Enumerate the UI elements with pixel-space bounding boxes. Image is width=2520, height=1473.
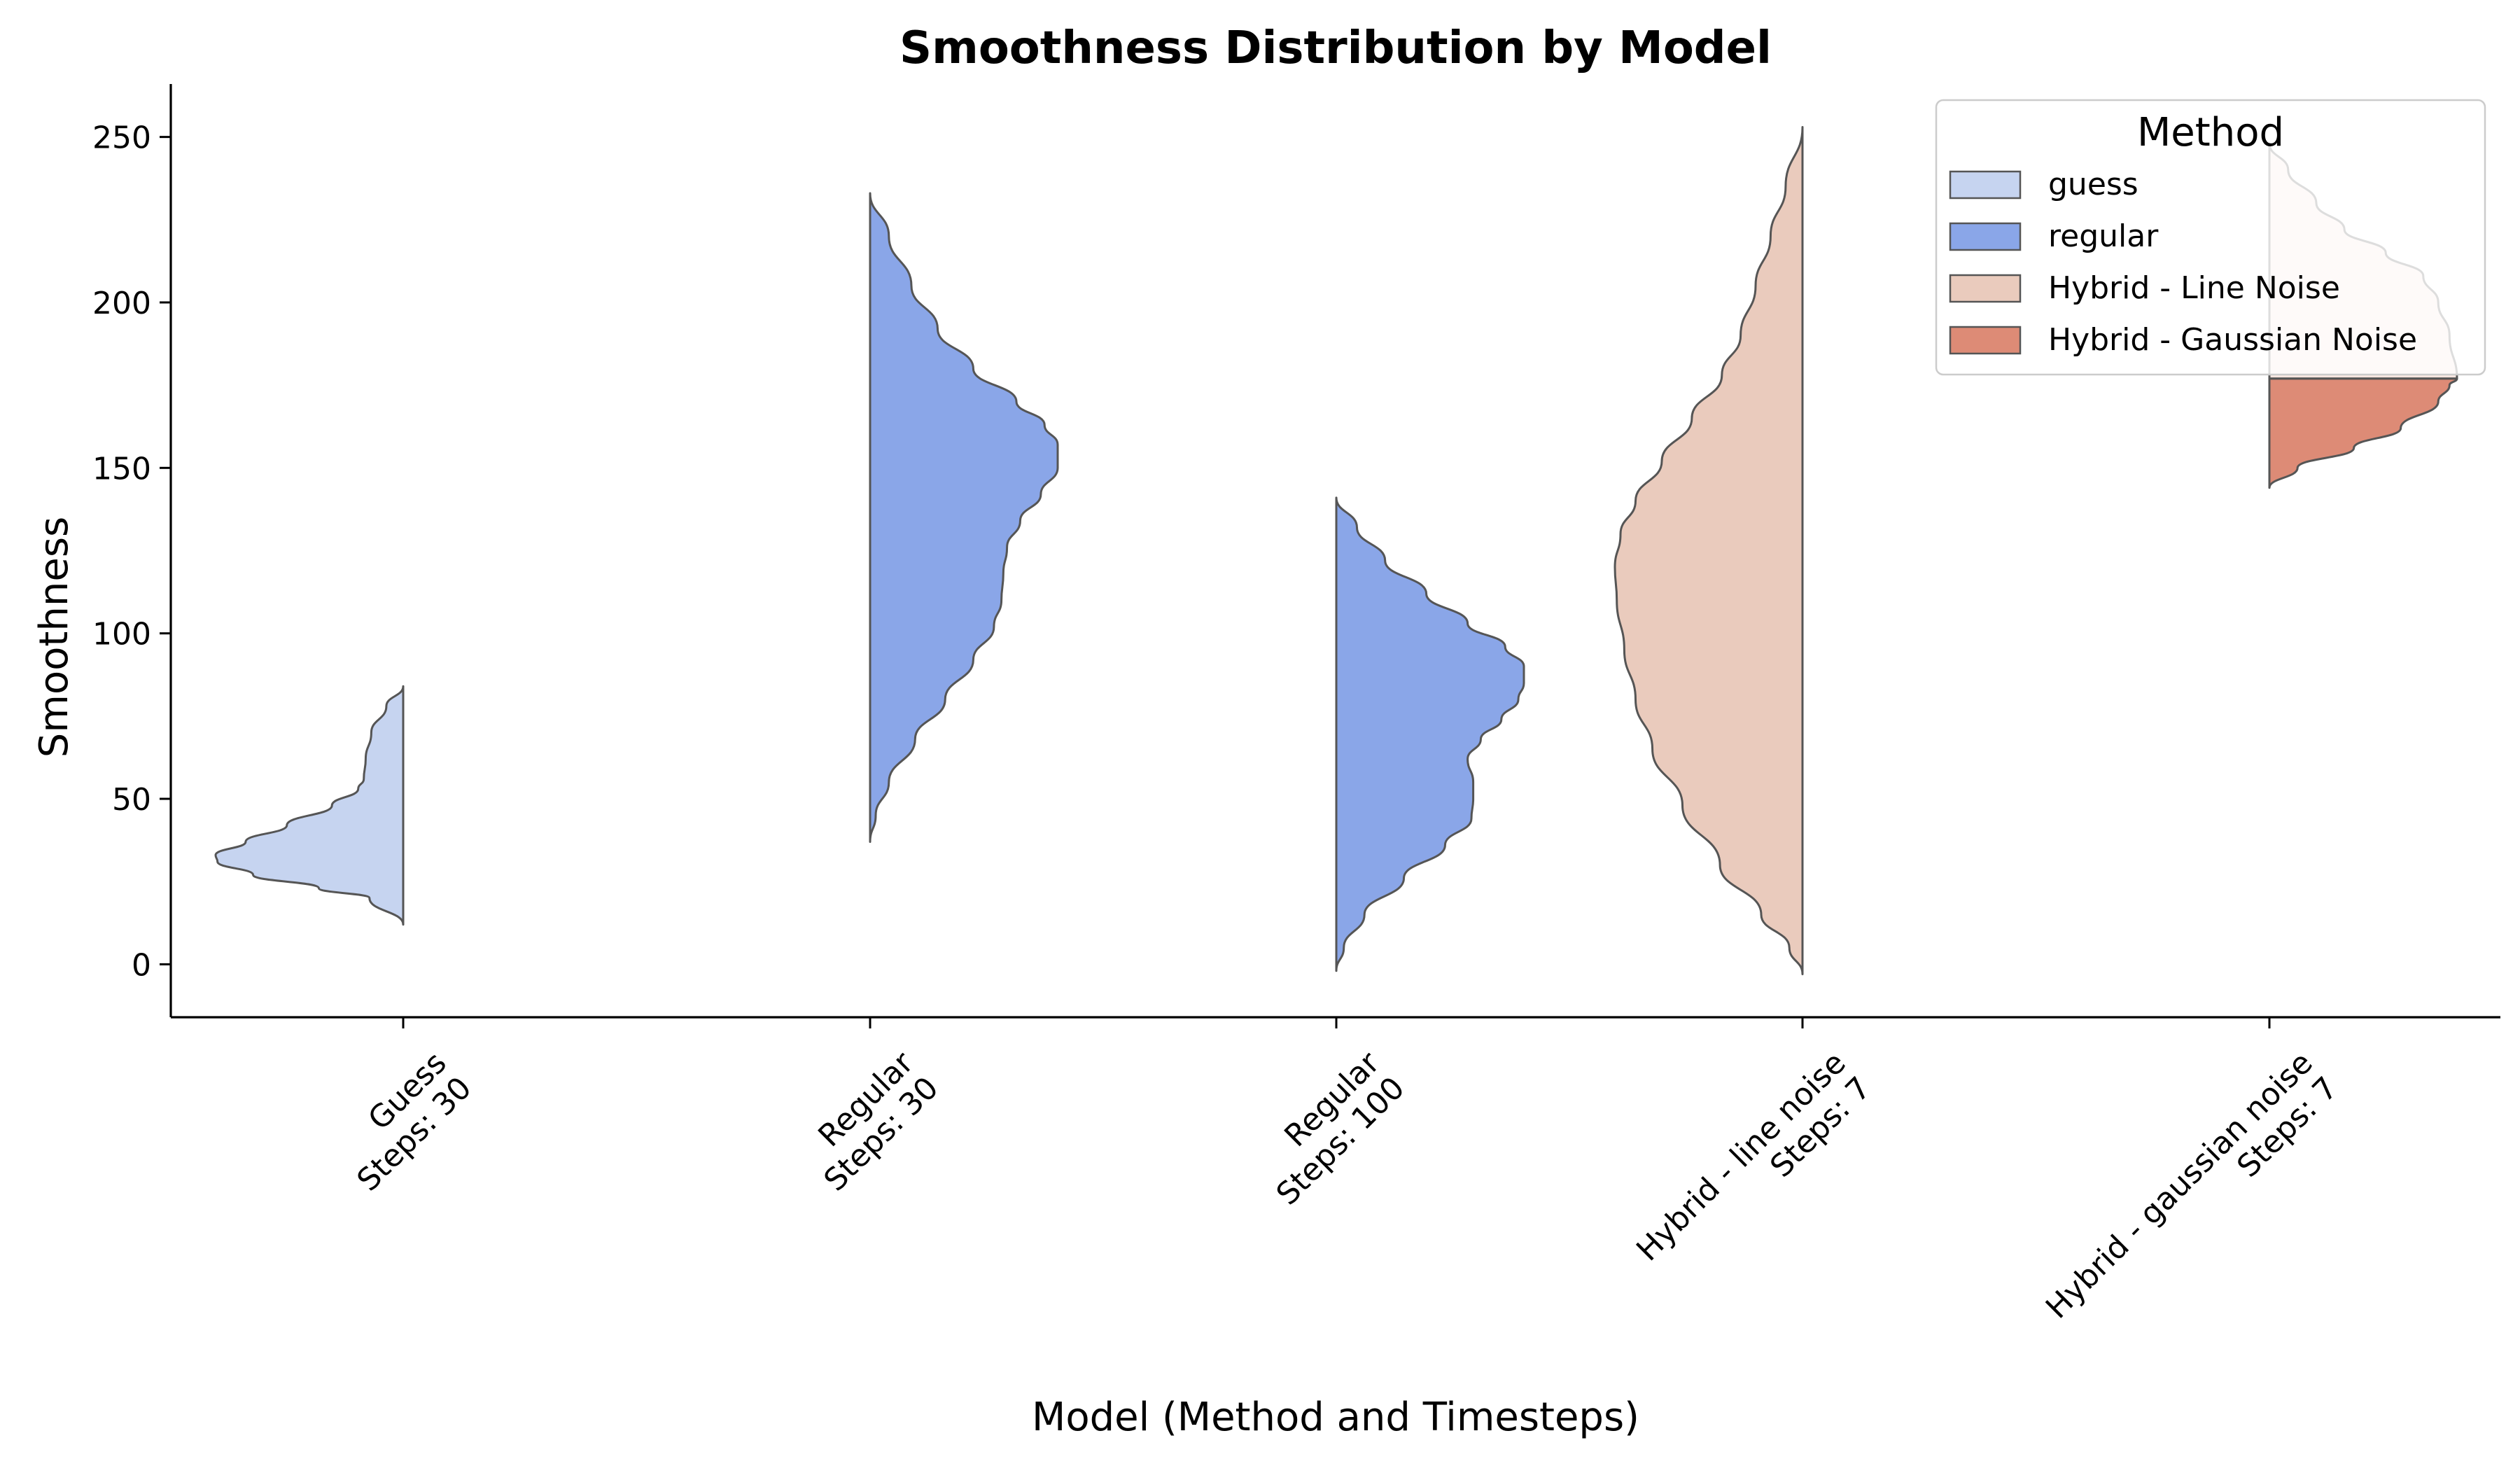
x-tick-label: Hybrid - gaussian noiseSteps: 7 — [2039, 1045, 2345, 1351]
legend-item: guess — [1949, 167, 2138, 202]
y-axis-title: Smoothness — [31, 517, 77, 758]
legend-label: guess — [2048, 167, 2138, 202]
x-tick-label: GuessSteps: 30 — [326, 1045, 479, 1199]
x-tick-label-line: Hybrid - gaussian noise — [2039, 1045, 2320, 1326]
violin-group-3 — [1335, 496, 1525, 972]
violin-half-right — [2268, 377, 2458, 489]
legend-item: regular — [1949, 218, 2159, 254]
x-tick-label: Hybrid - line noiseSteps: 7 — [1630, 1045, 1877, 1293]
violin-half-right — [1335, 496, 1525, 972]
legend-swatch — [1949, 222, 2022, 251]
legend-box — [1935, 99, 2486, 376]
legend-item: Hybrid - Gaussian Noise — [1949, 322, 2417, 358]
x-tick-label: RegularSteps: 30 — [792, 1045, 946, 1198]
legend-swatch — [1949, 326, 2022, 355]
violin-half-left — [214, 685, 405, 926]
legend: Method guess regular Hybrid - Line Noise Hyb… — [1935, 99, 2486, 376]
y-tick-label: 250 — [92, 120, 151, 156]
legend-label: Hybrid - Line Noise — [2048, 270, 2340, 306]
violin-group-2 — [869, 192, 1059, 843]
y-tick-label: 0 — [132, 947, 151, 983]
legend-item: Hybrid - Line Noise — [1949, 270, 2340, 306]
y-tick-label: 50 — [112, 782, 151, 818]
chart-title: Smoothness Distribution by Model — [899, 22, 1772, 74]
legend-swatch — [1949, 274, 2022, 303]
legend-title: Method — [2137, 110, 2284, 155]
violin-half-left — [1614, 126, 1804, 975]
x-axis-title: Model (Method and Timesteps) — [1032, 1395, 1639, 1440]
legend-label: regular — [2048, 218, 2159, 254]
y-tick-label: 200 — [92, 286, 151, 321]
violin-group-1 — [214, 685, 405, 926]
y-tick-label: 150 — [92, 451, 151, 487]
legend-swatch — [1949, 170, 2022, 200]
x-tick-label-line: Hybrid - line noise — [1630, 1045, 1853, 1269]
violin-group-4 — [1614, 126, 1804, 975]
violin-half-right — [869, 192, 1059, 843]
x-tick-label: RegularSteps: 100 — [1245, 1045, 1412, 1212]
y-tick-label: 100 — [92, 617, 151, 652]
legend-label: Hybrid - Gaussian Noise — [2048, 322, 2417, 358]
